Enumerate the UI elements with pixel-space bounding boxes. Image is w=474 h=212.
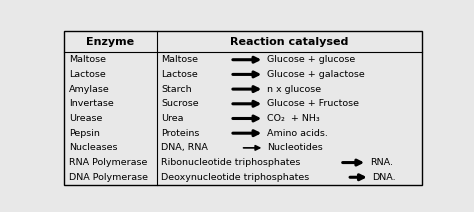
- Text: Amino acids.: Amino acids.: [267, 129, 328, 138]
- Text: n x glucose: n x glucose: [267, 85, 321, 94]
- Text: Maltose: Maltose: [161, 55, 198, 64]
- Text: Glucose + galactose: Glucose + galactose: [267, 70, 365, 79]
- Text: Glucose + Fructose: Glucose + Fructose: [267, 99, 359, 108]
- Text: Nucleases: Nucleases: [69, 143, 117, 152]
- Text: Sucrose: Sucrose: [161, 99, 199, 108]
- Text: Maltose: Maltose: [69, 55, 106, 64]
- Text: Glucose + glucose: Glucose + glucose: [267, 55, 355, 64]
- Text: Lactose: Lactose: [161, 70, 198, 79]
- Text: CO₂  + NH₃: CO₂ + NH₃: [267, 114, 319, 123]
- Text: DNA Polymerase: DNA Polymerase: [69, 173, 148, 182]
- Text: DNA.: DNA.: [372, 173, 396, 182]
- Text: Urease: Urease: [69, 114, 102, 123]
- Text: Proteins: Proteins: [161, 129, 200, 138]
- Text: Invertase: Invertase: [69, 99, 114, 108]
- Text: Nucleotides: Nucleotides: [267, 143, 322, 152]
- Text: Lactose: Lactose: [69, 70, 106, 79]
- Text: Ribonucleotide triphosphates: Ribonucleotide triphosphates: [161, 158, 301, 167]
- Text: Enzyme: Enzyme: [86, 37, 134, 47]
- Text: DNA, RNA: DNA, RNA: [161, 143, 208, 152]
- Text: Reaction catalysed: Reaction catalysed: [230, 37, 348, 47]
- Text: Deoxynucleotide triphosphates: Deoxynucleotide triphosphates: [161, 173, 309, 182]
- Text: RNA Polymerase: RNA Polymerase: [69, 158, 147, 167]
- Text: Pepsin: Pepsin: [69, 129, 100, 138]
- Text: Urea: Urea: [161, 114, 183, 123]
- Text: Amylase: Amylase: [69, 85, 109, 94]
- Text: RNA.: RNA.: [370, 158, 392, 167]
- Text: Starch: Starch: [161, 85, 191, 94]
